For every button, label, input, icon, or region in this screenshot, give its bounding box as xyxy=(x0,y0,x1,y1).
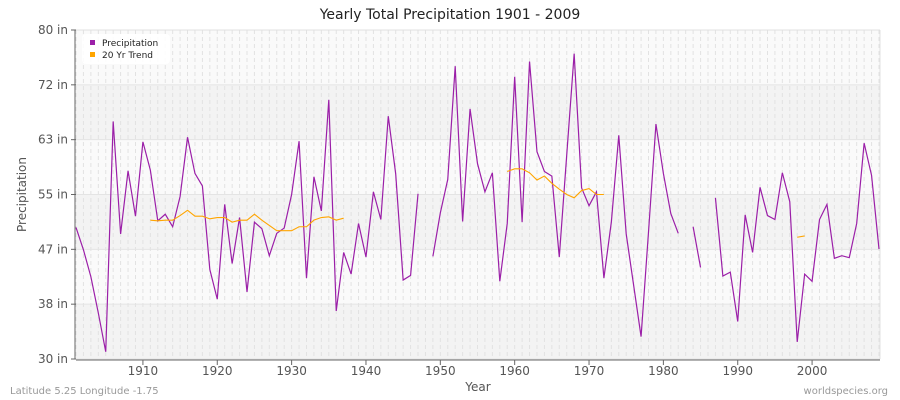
x-tick-label: 1940 xyxy=(351,364,382,378)
x-axis-label: Year xyxy=(464,380,490,394)
y-axis-label: Precipitation xyxy=(15,157,29,232)
source-label: worldspecies.org xyxy=(803,386,888,397)
x-tick-label: 1930 xyxy=(276,364,307,378)
x-tick-label: 1950 xyxy=(425,364,456,378)
x-tick-label: 1970 xyxy=(574,364,605,378)
x-tick-label: 1910 xyxy=(128,364,159,378)
trend-line xyxy=(150,209,344,232)
y-tick-label: 63 in xyxy=(38,133,68,147)
legend-swatch-precipitation xyxy=(90,40,95,45)
legend-box xyxy=(82,34,170,64)
y-tick-label: 38 in xyxy=(38,297,68,311)
x-tick-label: 1990 xyxy=(722,364,753,378)
trend-line xyxy=(797,235,805,238)
x-tick-label: 2000 xyxy=(797,364,828,378)
trend-line xyxy=(507,168,604,199)
y-tick-label: 47 in xyxy=(38,242,68,256)
chart-title: Yearly Total Precipitation 1901 - 2009 xyxy=(319,7,581,23)
precipitation-line xyxy=(692,226,702,268)
x-tick-label: 1980 xyxy=(648,364,679,378)
legend-label-trend: 20 Yr Trend xyxy=(102,51,153,61)
precipitation-line xyxy=(432,53,679,337)
x-tick-label: 1920 xyxy=(202,364,233,378)
precipitation-line xyxy=(714,143,880,342)
y-tick-label: 80 in xyxy=(38,23,68,37)
precipitation-line xyxy=(75,99,419,352)
location-label: Latitude 5.25 Longitude -1.75 xyxy=(10,386,159,397)
y-tick-label: 30 in xyxy=(38,352,68,366)
y-tick-label: 72 in xyxy=(38,78,68,92)
legend-label-precipitation: Precipitation xyxy=(102,39,158,49)
x-tick-label: 1960 xyxy=(499,364,530,378)
legend-swatch-trend xyxy=(90,52,95,57)
y-tick-label: 55 in xyxy=(38,188,68,202)
